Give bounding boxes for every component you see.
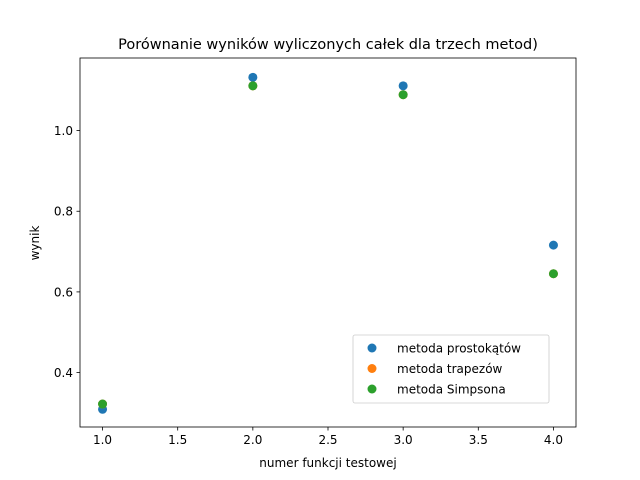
data-point [248,72,258,82]
x-tick-label: 3.5 [469,433,488,447]
legend: metoda prostokątów metoda trapezów metoda … [352,334,550,404]
chart-title: Porównanie wyników wyliczonych całek dla… [118,37,538,53]
x-tick-label: 1.5 [168,433,187,447]
legend-marker [367,343,377,353]
x-axis-ticks: 1.0 1.5 2.0 2.5 3.0 3.5 4.0 [93,427,563,447]
x-tick-label: 3.0 [394,433,413,447]
data-point [548,240,558,250]
x-tick-label: 2.5 [318,433,337,447]
legend-box [352,334,550,404]
x-axis-label: numer funkcji testowej [259,456,396,470]
data-point [548,269,558,279]
legend-label: metoda Simpsona [397,383,506,397]
y-tick-label: 1.0 [54,124,73,138]
x-tick-label: 1.0 [93,433,112,447]
y-tick-label: 0.6 [54,285,73,299]
data-points [98,72,558,414]
x-tick-label: 4.0 [544,433,563,447]
legend-label: metoda trapezów [397,362,503,376]
x-tick-label: 2.0 [243,433,262,447]
legend-marker [367,364,377,373]
y-tick-label: 0.8 [54,205,73,219]
data-point [98,399,108,409]
data-point [398,90,408,100]
data-point [248,81,258,91]
y-axis-ticks: 0.4 0.6 0.8 1.0 [54,124,80,380]
data-point [398,81,408,91]
legend-label: metoda prostokątów [397,342,521,356]
y-axis-label: wynik [28,226,42,261]
legend-marker [367,384,377,394]
y-tick-label: 0.4 [54,366,73,380]
